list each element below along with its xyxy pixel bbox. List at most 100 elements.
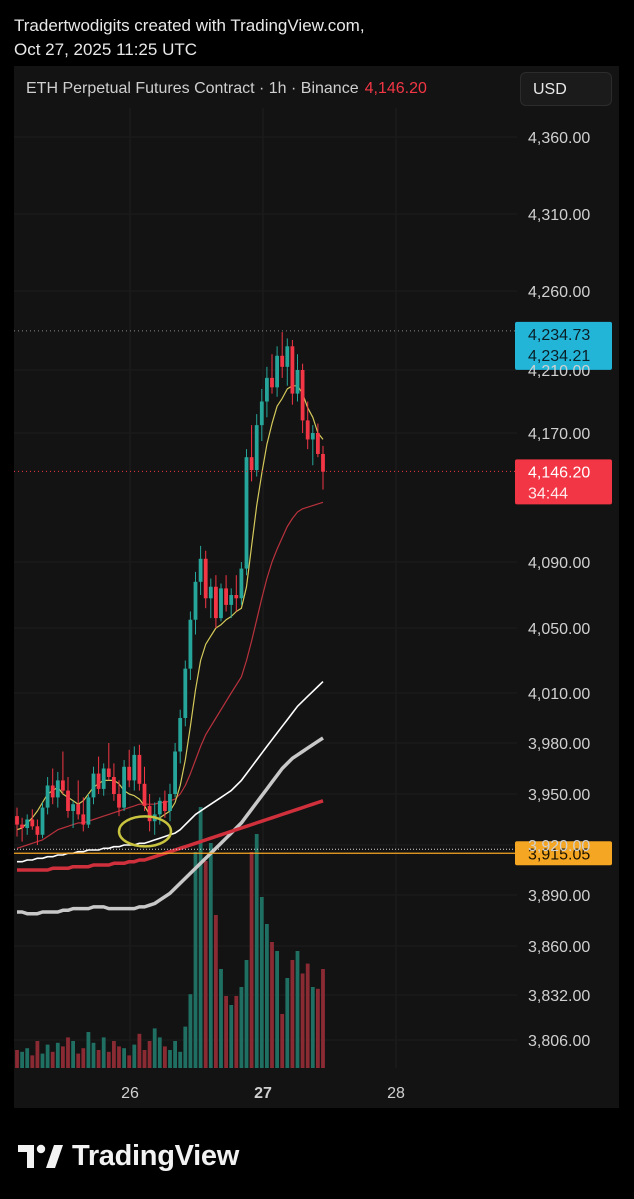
candle-body (183, 668, 188, 718)
candle-body (208, 586, 213, 599)
candle-body (285, 346, 290, 367)
candle-body (147, 805, 152, 822)
volume-bar (142, 1050, 147, 1068)
volume-bar (157, 1037, 162, 1068)
ma-red-line (17, 799, 324, 872)
volume-bar (40, 1053, 45, 1068)
time-tick-label: 28 (387, 1085, 405, 1102)
candle-body (295, 370, 300, 394)
header-price: 4,146.20 (364, 80, 427, 97)
time-tick-label: 26 (121, 1085, 139, 1102)
support-price-badge-background (515, 841, 612, 866)
volume-bar (316, 988, 320, 1068)
current-price-badge-text: 4,146.20 (528, 464, 590, 481)
price-tick-label: 3,950.00 (528, 787, 590, 804)
volume-bar (122, 1048, 126, 1068)
credit-timestamp: Oct 27, 2025 11:25 UTC (14, 40, 198, 59)
volume-bar (20, 1051, 24, 1068)
volume-bar (101, 1037, 106, 1068)
tradingview-logo-icon (18, 1144, 63, 1168)
candle-body (244, 457, 249, 569)
candle-body (117, 794, 121, 808)
candle-body (168, 794, 172, 811)
candle-body (91, 773, 96, 798)
candle-body (275, 355, 279, 388)
candle-body (219, 588, 223, 619)
symbol-header: ETH Perpetual Futures Contract · 1h · Bi… (26, 80, 427, 98)
candle-body (254, 425, 259, 471)
volume-bar (208, 843, 213, 1068)
volume-bar (66, 1037, 70, 1068)
volume-bar (173, 1041, 177, 1068)
volume-bar (152, 1028, 157, 1068)
candlesticks (15, 332, 325, 845)
volume-bar (71, 1041, 75, 1068)
tradingview-logo[interactable]: TradingView (16, 1138, 239, 1174)
candle-body (66, 790, 70, 811)
price-tick-label: 3,806.00 (528, 1033, 590, 1050)
candle-body (265, 377, 269, 402)
price-tick-label: 4,260.00 (528, 284, 590, 301)
candle-body (300, 370, 305, 421)
candle-body (270, 377, 274, 388)
price-tick-label: 4,360.00 (528, 130, 590, 147)
volume-bar (147, 1041, 152, 1068)
volume-bar (112, 1041, 116, 1068)
candle-body (290, 346, 295, 394)
volume-bar (168, 1050, 172, 1068)
high-price-badge-text: 4,234.21 (528, 348, 590, 365)
volume-bar (183, 1026, 188, 1068)
volume-bar (25, 1048, 30, 1068)
volume-bar (300, 973, 305, 1068)
candle-body (96, 773, 101, 789)
price-tick-label: 3,832.00 (528, 988, 590, 1005)
volume-bar (295, 951, 300, 1068)
volume-bar (86, 1032, 91, 1068)
volume-bar (198, 807, 203, 1068)
volume-bar (15, 1050, 19, 1068)
volume-bar (45, 1044, 50, 1068)
candle-body (25, 819, 30, 828)
candle-body (157, 800, 162, 815)
support-price-badge-text: 3,915.05 (528, 846, 590, 863)
credit-author: Tradertwodigits created with TradingView… (14, 16, 365, 35)
candle-body (15, 816, 19, 825)
candle-body (132, 754, 137, 781)
candle-body (234, 595, 239, 599)
volume-bar (163, 1046, 167, 1068)
volume-bar (81, 1048, 86, 1068)
candle-body (45, 785, 50, 808)
candle-body (112, 777, 116, 794)
volume-bar (91, 1042, 96, 1068)
volume-bar (280, 1014, 285, 1068)
candle-body (310, 433, 315, 440)
candle-body (173, 751, 177, 794)
candle-body (321, 453, 325, 472)
candle-body (198, 558, 203, 582)
candle-body (71, 804, 75, 811)
volume-bar (305, 963, 310, 1068)
chart-panel[interactable] (14, 66, 619, 1108)
volume-bar (270, 942, 274, 1068)
candle-body (127, 766, 132, 781)
symbol-title: ETH Perpetual Futures Contract · 1h · Bi… (26, 80, 359, 97)
candle-body (142, 783, 147, 806)
candle-body (76, 804, 81, 815)
volume-bar (321, 969, 325, 1068)
candle-body (137, 754, 142, 784)
candle-body (55, 780, 60, 798)
candle-body (229, 595, 234, 605)
candle-body (280, 355, 285, 367)
volume-bar (219, 969, 223, 1068)
candle-body (259, 401, 264, 426)
volume-bar (259, 897, 264, 1068)
volume-bar (106, 1051, 111, 1068)
volume-bar (35, 1041, 40, 1068)
candle-body (30, 819, 35, 827)
time-axis: 26 27 28 (121, 1085, 405, 1102)
price-tick-label: 3,890.00 (528, 888, 590, 905)
candle-body (81, 814, 86, 825)
volume-bar (76, 1053, 81, 1068)
currency-button[interactable]: USD (520, 72, 612, 106)
